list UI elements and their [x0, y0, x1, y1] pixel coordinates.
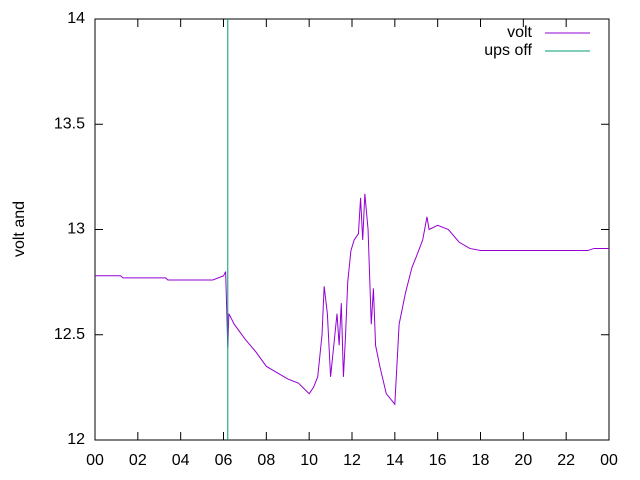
x-tick-label: 10: [300, 452, 318, 469]
y-tick-label: 14: [67, 10, 85, 27]
y-axis-label: volt and: [11, 201, 28, 257]
y-tick-label: 12.5: [54, 326, 85, 343]
x-tick-label: 06: [215, 452, 233, 469]
x-tick-label: 14: [386, 452, 404, 469]
x-tick-label: 20: [514, 452, 532, 469]
x-tick-label: 00: [86, 452, 104, 469]
x-tick-label: 12: [343, 452, 361, 469]
x-tick-label: 18: [472, 452, 490, 469]
y-tick-label: 13.5: [54, 115, 85, 132]
series-line: [95, 193, 609, 406]
x-tick-label: 00: [600, 452, 618, 469]
legend-label: ups off: [484, 42, 532, 59]
x-tick-label: 22: [557, 452, 575, 469]
y-tick-label: 13: [67, 221, 85, 238]
legend-label: volt: [507, 24, 532, 41]
plot-frame: [94, 18, 610, 441]
x-tick-label: 16: [429, 452, 447, 469]
x-tick-label: 08: [257, 452, 275, 469]
x-tick-label: 02: [129, 452, 147, 469]
y-tick-label: 12: [67, 431, 85, 448]
x-tick-label: 04: [172, 452, 190, 469]
